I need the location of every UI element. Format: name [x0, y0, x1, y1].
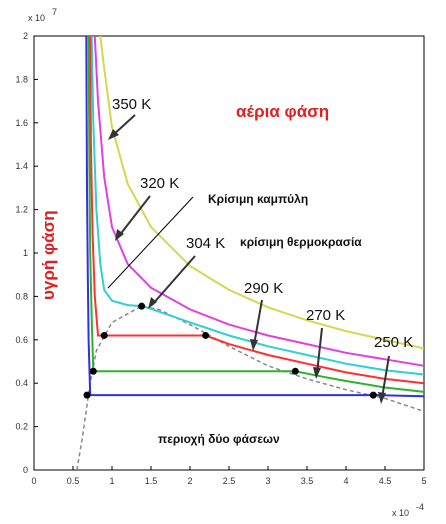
arrow-304k: [151, 255, 196, 306]
series-layer: [76, 35, 425, 471]
tick-layer: 0 0.5 1 1.5 2 2.5 3 3.5 4 4.5 5 0 0.2 0.4 0.6 0.8 1 1.2 1.…: [15, 31, 426, 486]
data-point-marker: [291, 367, 299, 375]
label-320k: 320 K: [140, 175, 179, 192]
y-tick-label: 1.8: [15, 74, 28, 84]
y-tick-label: 2: [23, 31, 28, 41]
x-tick-label: 2: [187, 476, 192, 486]
y-tick-label: 1.2: [15, 205, 28, 215]
data-point-marker: [138, 302, 146, 310]
x-tick-label: 4: [343, 476, 348, 486]
label-270k: 270 K: [306, 307, 345, 324]
label-290k: 290 K: [244, 280, 283, 297]
arrowhead-290k: [250, 339, 258, 351]
arrow-320k: [118, 195, 151, 237]
x-tick-label: 5: [421, 476, 426, 486]
x-tick-label: 2.5: [223, 476, 236, 486]
series-line-270k: [87, 35, 425, 393]
label-304k: 304 K: [186, 235, 225, 252]
y-exponent: 7: [52, 7, 57, 17]
x-tick-label: 3.5: [301, 476, 314, 486]
y-tick-label: 0.4: [15, 378, 28, 388]
data-point-marker: [100, 331, 108, 339]
y-tick-label: 0.2: [15, 422, 28, 432]
pointer-critical-curve: [107, 196, 194, 289]
arrowhead-270k: [313, 367, 321, 379]
arrow-270k: [316, 327, 323, 374]
arrowhead-250k: [378, 392, 386, 404]
x-tick-label: 4.5: [379, 476, 392, 486]
annotation-critical-curve: Κρίσιμη καμπύλη: [208, 192, 308, 206]
arrow-290k: [253, 299, 263, 346]
arrowhead-320k: [115, 229, 124, 241]
y-tick-label: 0.8: [15, 291, 28, 301]
x-multiplier: x 10: [392, 508, 409, 518]
annotation-two-phase-region: περιοχή δύο φάσεων: [158, 432, 280, 446]
x-tick-label: 1: [109, 476, 114, 486]
series-line-304k: [90, 35, 425, 376]
y-tick-label: 0.6: [15, 335, 28, 345]
series-line-320k: [93, 35, 425, 367]
series-line-290k: [89, 35, 425, 385]
label-350k: 350 K: [112, 96, 151, 113]
y-tick-label: 1.4: [15, 161, 28, 171]
x-tick-label: 0: [31, 476, 36, 486]
series-line-350k: [99, 35, 425, 350]
annotation-liquid-phase: υγρή φάση: [39, 210, 58, 300]
arrow-250k: [381, 355, 390, 399]
y-tick-label: 1.6: [15, 118, 28, 128]
x-exponent: -4: [416, 502, 424, 512]
x-tick-label: 3: [265, 476, 270, 486]
annotation-critical-temperature: κρίσιμη θερμοκρασία: [240, 235, 362, 249]
data-point-marker: [202, 331, 210, 339]
data-point-marker: [83, 391, 91, 399]
label-250k: 250 K: [374, 334, 413, 351]
arrowhead-304k: [148, 297, 157, 309]
x-tick-label: 1.5: [145, 476, 158, 486]
arrowhead-350k: [108, 129, 119, 140]
y-tick-label: 0: [23, 465, 28, 475]
data-point-marker: [369, 391, 377, 399]
x-tick-label: 0.5: [67, 476, 80, 486]
data-point-marker: [89, 367, 97, 375]
annotation-gas-phase: αέρια φάση: [236, 102, 329, 121]
y-multiplier: x 10: [28, 13, 45, 23]
y-tick-label: 1: [23, 248, 28, 258]
